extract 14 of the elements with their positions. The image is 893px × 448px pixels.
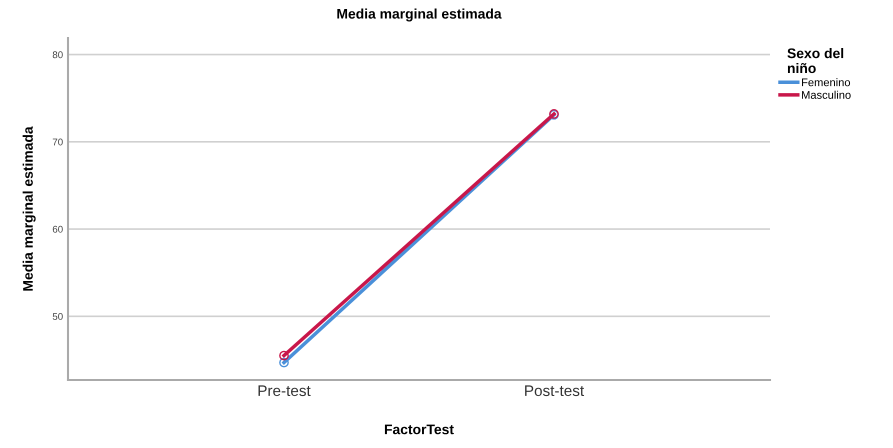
point [279, 350, 289, 360]
y-tick-label: 50 [52, 313, 63, 320]
legend-label: Femenino [802, 78, 850, 86]
x-tick-label: Pre-test [258, 385, 311, 396]
y-tick-label: 70 [52, 138, 63, 146]
x-tick-label: Post-test [525, 385, 584, 396]
chart-title: Media marginal estimada [337, 8, 502, 22]
legend-title: Sexo del niño [787, 48, 844, 74]
y-tick-label: 60 [52, 226, 63, 233]
x-axis-title: FactorTest [384, 424, 454, 434]
point [279, 358, 289, 368]
y-axis-title: Media marginal estimada [22, 126, 36, 291]
legend-label: Masculino [802, 90, 851, 99]
y-tick-label: 80 [52, 51, 63, 58]
